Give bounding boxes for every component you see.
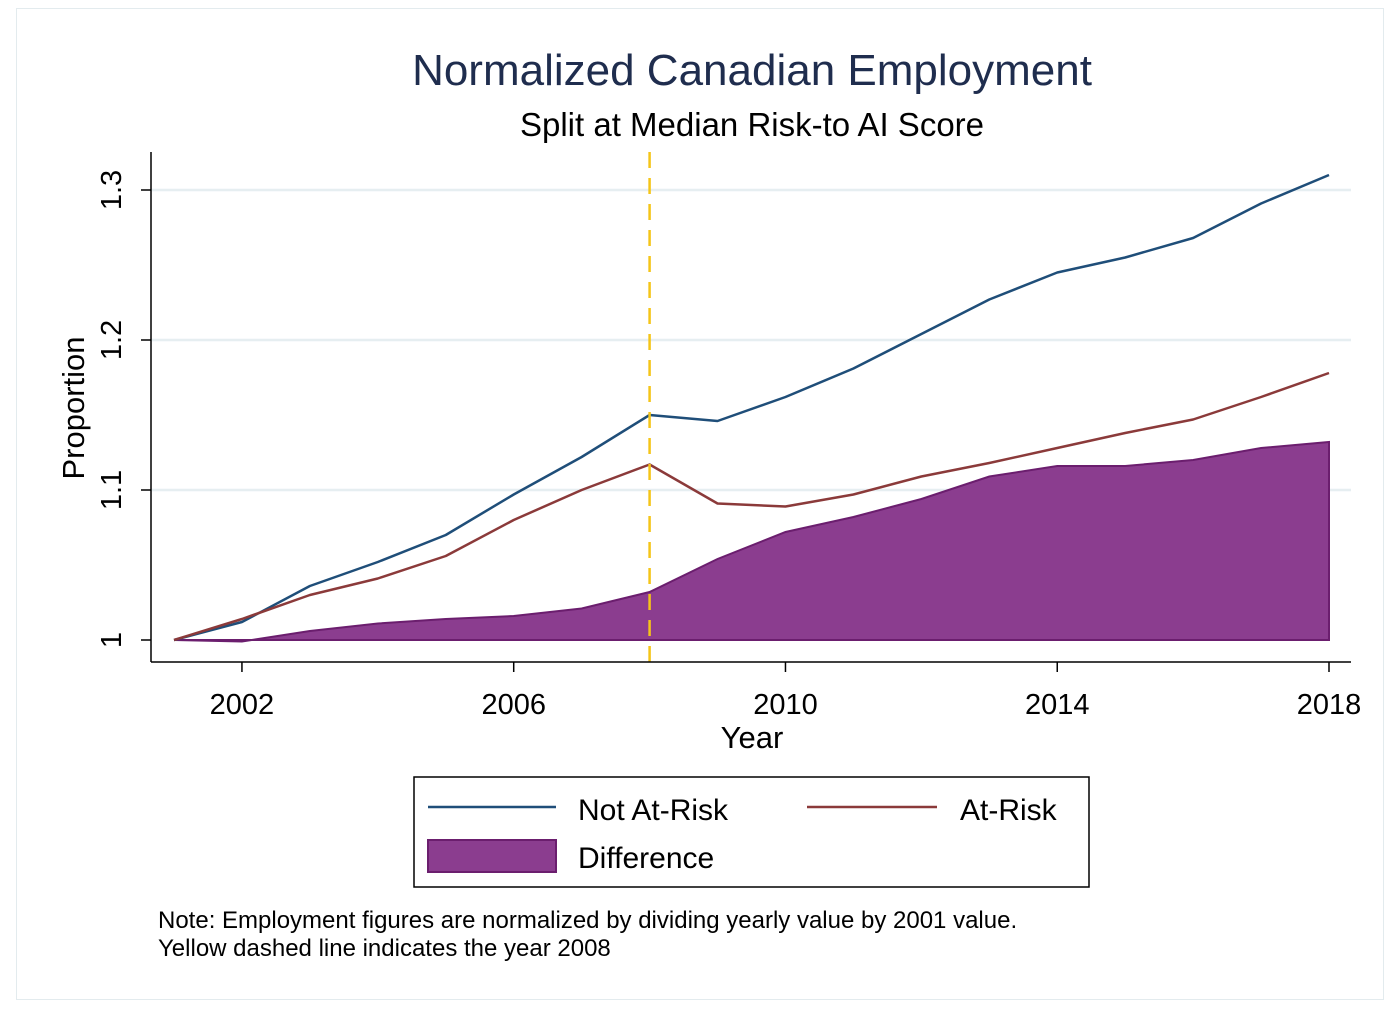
area-series	[173, 440, 1330, 643]
line-not-at-risk	[173, 173, 1330, 642]
note-line-2: Yellow dashed line indicates the year 20…	[158, 935, 611, 962]
x-ticks: 2002 2006 2010 2014 2018	[210, 662, 1362, 721]
legend-label-not-at-risk: Not At-Risk	[578, 794, 729, 827]
axes	[150, 152, 1351, 663]
x-tick-label: 2010	[753, 689, 818, 721]
y-tick-label: 1.2	[96, 320, 128, 360]
chart-subtitle: Split at Median Risk-to AI Score	[520, 106, 984, 143]
area-difference	[173, 440, 1330, 643]
legend-label-difference: Difference	[578, 842, 714, 875]
y-tick-label: 1	[96, 632, 128, 648]
legend-label-at-risk: At-Risk	[960, 794, 1058, 827]
x-tick-label: 2014	[1025, 689, 1090, 721]
grid	[151, 188, 1351, 492]
y-ticks: 1 1.1 1.2 1.3	[96, 170, 151, 648]
note-line-1: Note: Employment figures are normalized …	[158, 907, 1017, 934]
x-tick-label: 2018	[1297, 689, 1362, 721]
y-axis-title: Proportion	[56, 336, 91, 479]
line-series	[173, 173, 1330, 642]
legend-swatch-difference	[427, 839, 557, 873]
x-tick-label: 2002	[210, 689, 275, 721]
legend: Not At-Risk At-Risk Difference	[413, 776, 1090, 888]
y-tick-label: 1.3	[96, 170, 128, 210]
x-axis-title: Year	[721, 720, 784, 755]
chart-frame	[16, 8, 1384, 1000]
chart-title: Normalized Canadian Employment	[412, 46, 1092, 95]
x-tick-label: 2006	[481, 689, 546, 721]
y-tick-label: 1.1	[96, 470, 128, 510]
line-at-risk	[173, 371, 1330, 642]
